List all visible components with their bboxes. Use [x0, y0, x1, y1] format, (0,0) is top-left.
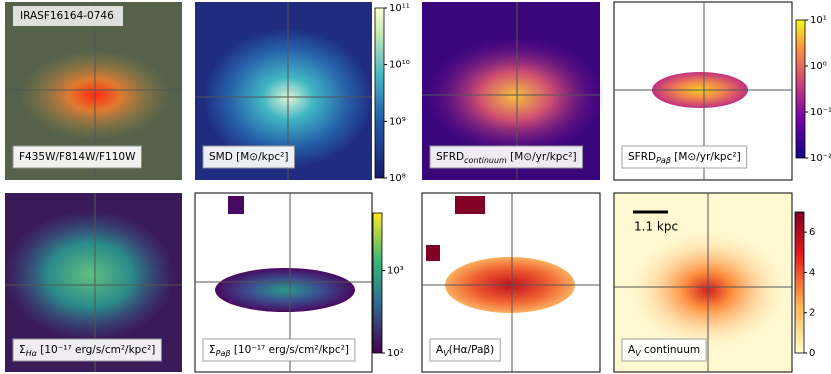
label-main: SFRD — [436, 151, 464, 163]
title-box — [13, 6, 123, 26]
colorbar-tick-label: 6 — [809, 227, 815, 238]
colorbar — [372, 212, 383, 354]
panel-image — [5, 1, 793, 373]
label-rest: [10⁻¹⁷ erg/s/cm²/kpc²] — [230, 344, 348, 356]
panel-label: SMD [M⊙/kpc²] — [209, 151, 288, 163]
colorbar-tick-label: 10⁰ — [810, 61, 827, 72]
panel-label: F435W/F814W/F110W — [19, 151, 136, 163]
label-sub: V — [443, 349, 449, 358]
label-sub: Hα — [26, 349, 38, 358]
label-rest: [M⊙/yr/kpc²] — [671, 151, 741, 163]
colorbar-tick-label: 10⁹ — [389, 116, 406, 127]
label-sub: V — [635, 349, 641, 358]
colorbar-tick-label: 2 — [809, 308, 815, 319]
label-main: Σ — [209, 344, 216, 356]
colorbar-tick-label: 10³ — [387, 266, 404, 277]
scale-bar-label: 1.1 kpc — [634, 220, 678, 234]
colorbar — [794, 211, 805, 354]
colorbar-tick-label: 10⁸ — [389, 173, 406, 184]
colorbar-tick-label: 4 — [809, 267, 815, 278]
label-box — [202, 145, 295, 169]
label-box — [12, 338, 162, 362]
label-sub: continuum — [464, 156, 507, 165]
colorbar — [374, 7, 385, 179]
colorbar-tick-label: 0 — [809, 348, 815, 359]
colorbar-tick-label: 10¹¹ — [389, 3, 410, 14]
label-sub: Paβ — [216, 349, 231, 358]
colorbar-tick-label: 10⁻² — [810, 153, 831, 164]
label-rest: [M⊙/yr/kpc²] — [507, 151, 577, 163]
panel-title: IRASF16164-0746 — [20, 10, 114, 22]
colorbar-tick-label: 10⁻¹ — [810, 107, 831, 118]
panel-label: ΣPaβ [10⁻¹⁷ erg/s/cm²/kpc²] — [209, 344, 349, 358]
label-rest: continuum — [641, 344, 700, 356]
panel-label: AV continuum — [628, 344, 700, 358]
colorbar-tick-label: 10² — [387, 348, 404, 359]
label-rest: [10⁻¹⁷ erg/s/cm²/kpc²] — [37, 344, 155, 356]
label-box — [202, 338, 356, 362]
label-box — [429, 145, 584, 169]
panel-label: SFRDPaβ [M⊙/yr/kpc²] — [628, 151, 741, 165]
label-main: SMD [M⊙/kpc²] — [209, 151, 288, 163]
label-box — [429, 338, 501, 362]
colorbar-tick-label: 10¹⁰ — [389, 60, 410, 71]
label-box — [621, 145, 748, 169]
label-box — [12, 145, 142, 169]
label-box — [621, 338, 707, 362]
panel-label: AV(Hα/Paβ) — [436, 344, 494, 358]
label-main: A — [436, 344, 444, 356]
label-rest: (Hα/Paβ) — [449, 344, 495, 356]
colorbar-tick-label: 10¹ — [810, 15, 827, 26]
label-main: Σ — [19, 344, 26, 356]
label-main: F435W/F814W/F110W — [19, 151, 136, 163]
label-sub: Paβ — [656, 156, 671, 165]
label-main: SFRD — [628, 151, 656, 163]
colorbar — [795, 19, 806, 159]
panel-label: ΣHα [10⁻¹⁷ erg/s/cm²/kpc²] — [19, 344, 155, 358]
panel-label: SFRDcontinuum [M⊙/yr/kpc²] — [436, 151, 577, 165]
label-main: A — [628, 344, 636, 356]
